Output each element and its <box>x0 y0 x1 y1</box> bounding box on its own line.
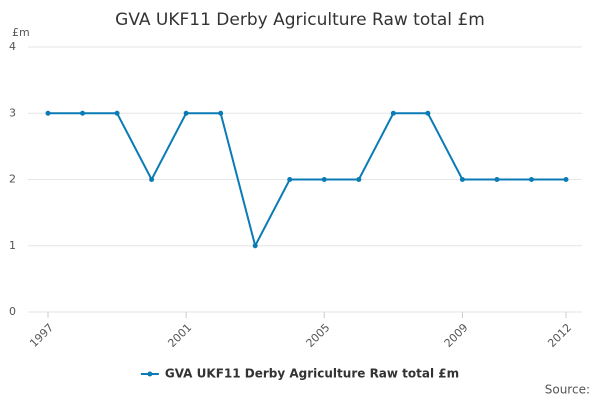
x-tick-label: 2009 <box>442 321 471 350</box>
series-line <box>48 112 566 249</box>
point <box>321 177 327 182</box>
point <box>114 110 120 116</box>
legend-item: GVA UKF11 Derby Agriculture Raw total £m <box>140 367 459 381</box>
point <box>45 110 51 116</box>
legend-label: GVA UKF11 Derby Agriculture Raw total £m <box>165 367 459 381</box>
point <box>252 243 258 249</box>
y-tick-label: 4 <box>9 40 16 53</box>
y-tick-label: 2 <box>9 173 16 186</box>
x-tick-label: 2001 <box>165 321 194 350</box>
y-tick-label: 1 <box>9 239 16 252</box>
legend-marker <box>147 371 153 377</box>
y-tick-label: 0 <box>9 305 16 318</box>
point <box>390 110 396 116</box>
point <box>528 177 534 182</box>
x-tick-label: 2005 <box>304 321 333 350</box>
x-tick-label: 1997 <box>27 321 56 350</box>
point <box>494 177 500 182</box>
source: Source: <box>545 383 590 397</box>
y-tick-label: 3 <box>9 106 16 119</box>
point <box>425 110 431 116</box>
point <box>183 110 189 116</box>
point <box>287 177 293 182</box>
point <box>80 110 86 116</box>
point <box>218 110 224 116</box>
chart-title: GVA UKF11 Derby Agriculture Raw total £m <box>115 10 485 30</box>
point <box>356 177 362 182</box>
point <box>149 177 155 182</box>
x-tick-label: 2012 <box>545 321 574 350</box>
y-axis-label: £m <box>12 26 30 39</box>
point <box>459 177 465 182</box>
point <box>563 177 569 182</box>
